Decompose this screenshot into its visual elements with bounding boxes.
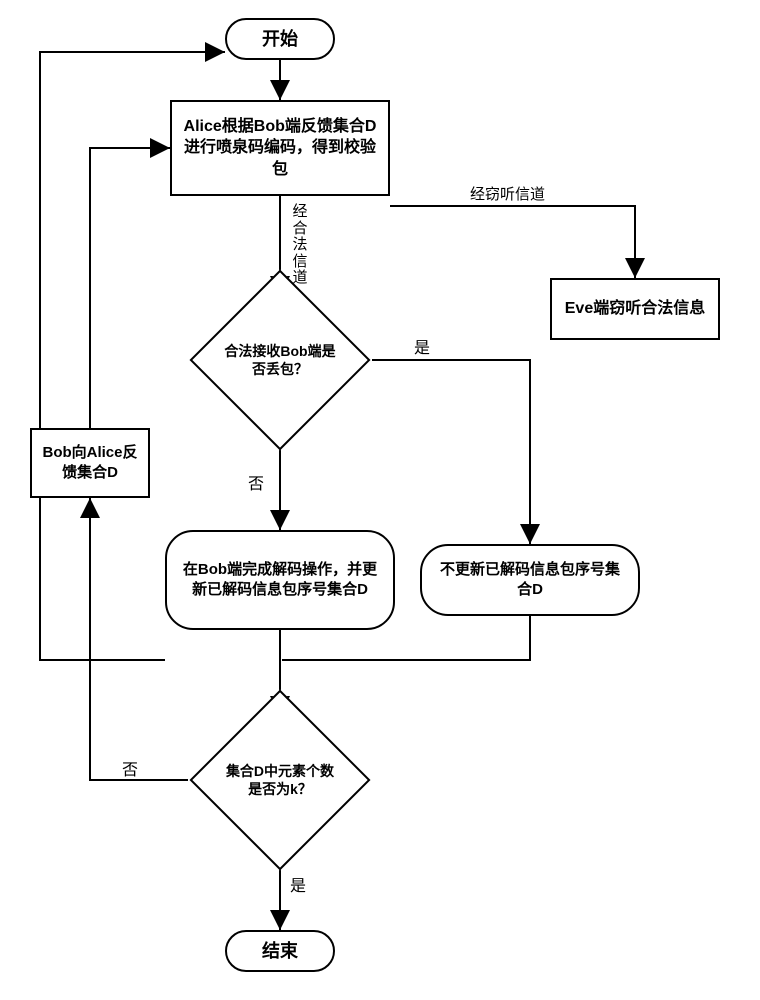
legal-channel-label: 经合法信道 bbox=[290, 204, 310, 287]
decode-rounded: 在Bob端完成解码操作，并更新已解码信息包序号集合D bbox=[165, 530, 395, 630]
noupdate-label: 不更新已解码信息包序号集合D bbox=[436, 560, 624, 601]
d1-no-text: 否 bbox=[248, 476, 264, 493]
eaves-channel-label: 经窃听信道 bbox=[470, 183, 545, 204]
feedback-label: Bob向Alice反馈集合D bbox=[42, 443, 138, 484]
d2-no-label: 否 bbox=[122, 756, 138, 780]
eaves-channel-text: 经窃听信道 bbox=[470, 186, 545, 203]
encode-process: Alice根据Bob端反馈集合D进行喷泉码编码，得到校验包 bbox=[170, 100, 390, 196]
d1-yes-text: 是 bbox=[414, 340, 430, 357]
d1-label: 合法接收Bob端是否丢包？ bbox=[220, 342, 340, 378]
start-label: 开始 bbox=[262, 27, 298, 51]
eve-process: Eve端窃听合法信息 bbox=[550, 278, 720, 340]
d2-no-text: 否 bbox=[122, 762, 138, 779]
noupdate-rounded: 不更新已解码信息包序号集合D bbox=[420, 544, 640, 616]
d1-yes-label: 是 bbox=[414, 334, 430, 358]
end-label: 结束 bbox=[262, 939, 298, 963]
decision-count-k: 集合D中元素个数是否为k？ bbox=[216, 716, 344, 844]
encode-label: Alice根据Bob端反馈集合D进行喷泉码编码，得到校验包 bbox=[182, 116, 378, 181]
d2-label: 集合D中元素个数是否为k？ bbox=[220, 762, 340, 798]
d2-yes-label: 是 bbox=[290, 872, 306, 896]
legal-channel-text: 经合法信道 bbox=[292, 203, 307, 286]
eve-label: Eve端窃听合法信息 bbox=[565, 298, 705, 320]
decode-label: 在Bob端完成解码操作，并更新已解码信息包序号集合D bbox=[181, 560, 379, 601]
end-terminal: 结束 bbox=[225, 930, 335, 972]
feedback-process: Bob向Alice反馈集合D bbox=[30, 428, 150, 498]
d1-no-label: 否 bbox=[248, 470, 264, 494]
d2-yes-text: 是 bbox=[290, 878, 306, 895]
decision-lost-packet: 合法接收Bob端是否丢包？ bbox=[216, 296, 344, 424]
start-terminal: 开始 bbox=[225, 18, 335, 60]
